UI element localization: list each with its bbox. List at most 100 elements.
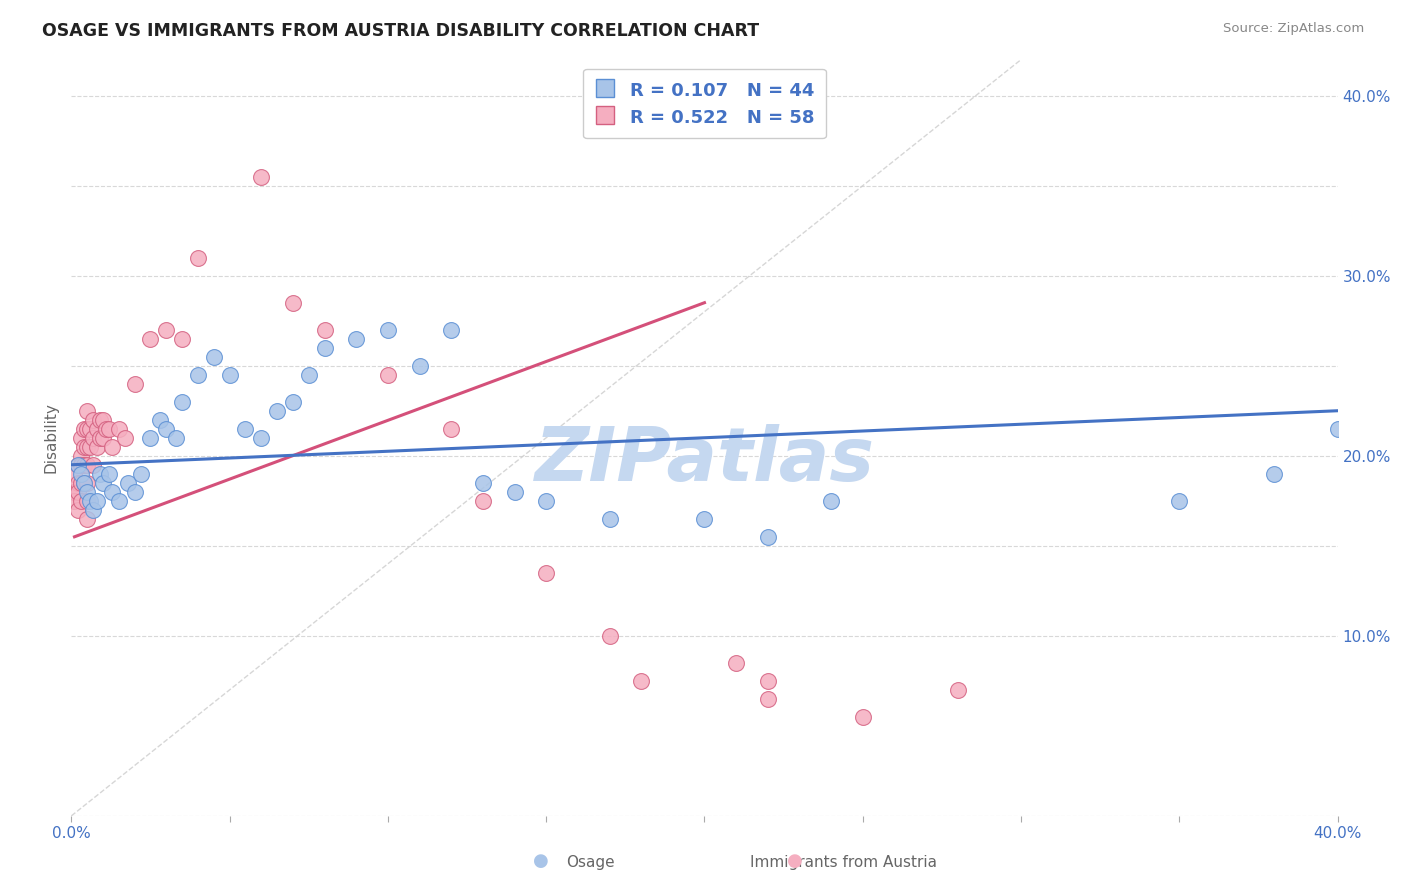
Point: [725, 656, 748, 670]
Text: ●: ●: [786, 852, 803, 870]
Point: [124, 484, 146, 499]
Point: [314, 323, 336, 337]
Point: [129, 467, 152, 481]
Text: Osage: Osage: [567, 855, 614, 870]
Point: [165, 431, 187, 445]
Point: [82, 413, 104, 427]
Point: [69, 458, 91, 472]
Point: [377, 368, 399, 382]
Point: [235, 422, 257, 436]
Point: [852, 710, 875, 724]
Text: ZIPatlas: ZIPatlas: [534, 424, 875, 497]
Point: [82, 503, 104, 517]
Point: [471, 475, 494, 490]
Point: [69, 467, 91, 481]
Point: [314, 341, 336, 355]
Point: [69, 475, 91, 490]
Point: [281, 394, 304, 409]
Point: [172, 332, 194, 346]
Point: [86, 422, 108, 436]
Point: [89, 413, 111, 427]
Point: [76, 475, 98, 490]
Point: [66, 503, 89, 517]
Legend: R = 0.107   N = 44, R = 0.522   N = 58: R = 0.107 N = 44, R = 0.522 N = 58: [583, 69, 825, 138]
Text: OSAGE VS IMMIGRANTS FROM AUSTRIA DISABILITY CORRELATION CHART: OSAGE VS IMMIGRANTS FROM AUSTRIA DISABIL…: [42, 22, 759, 40]
Point: [298, 368, 321, 382]
Point: [440, 323, 463, 337]
Point: [76, 512, 98, 526]
Point: [1263, 467, 1285, 481]
Point: [599, 629, 621, 643]
Point: [86, 493, 108, 508]
Point: [73, 475, 96, 490]
Point: [408, 359, 430, 373]
Point: [440, 422, 463, 436]
Point: [76, 440, 98, 454]
Point: [76, 403, 98, 417]
Point: [139, 332, 162, 346]
Point: [250, 169, 273, 184]
Point: [63, 484, 86, 499]
Point: [534, 493, 557, 508]
Point: [187, 251, 209, 265]
Point: [187, 368, 209, 382]
Point: [155, 422, 177, 436]
Text: Source: ZipAtlas.com: Source: ZipAtlas.com: [1223, 22, 1364, 36]
Point: [218, 368, 240, 382]
Point: [86, 440, 108, 454]
Point: [82, 431, 104, 445]
Point: [79, 440, 101, 454]
Point: [756, 530, 779, 544]
Point: [250, 431, 273, 445]
Point: [756, 691, 779, 706]
Point: [94, 422, 117, 436]
Point: [91, 475, 114, 490]
Point: [1326, 422, 1348, 436]
Point: [344, 332, 367, 346]
Point: [82, 458, 104, 472]
Point: [266, 403, 288, 417]
Text: ●: ●: [533, 852, 550, 870]
Point: [91, 413, 114, 427]
Point: [98, 467, 121, 481]
Point: [693, 512, 716, 526]
Point: [91, 431, 114, 445]
Point: [69, 449, 91, 463]
Y-axis label: Disability: Disability: [44, 402, 58, 473]
Point: [124, 376, 146, 391]
Point: [471, 493, 494, 508]
Point: [155, 323, 177, 337]
Point: [149, 413, 172, 427]
Point: [820, 493, 842, 508]
Point: [281, 295, 304, 310]
Point: [79, 422, 101, 436]
Point: [89, 467, 111, 481]
Point: [1389, 422, 1406, 436]
Point: [66, 475, 89, 490]
Point: [377, 323, 399, 337]
Point: [114, 431, 136, 445]
Point: [946, 682, 969, 697]
Point: [73, 475, 96, 490]
Point: [101, 484, 124, 499]
Point: [63, 493, 86, 508]
Point: [534, 566, 557, 580]
Point: [69, 493, 91, 508]
Point: [76, 458, 98, 472]
Point: [98, 422, 121, 436]
Text: Immigrants from Austria: Immigrants from Austria: [749, 855, 938, 870]
Point: [69, 431, 91, 445]
Point: [76, 422, 98, 436]
Point: [66, 484, 89, 499]
Point: [76, 493, 98, 508]
Point: [107, 422, 129, 436]
Point: [117, 475, 139, 490]
Point: [107, 493, 129, 508]
Point: [1168, 493, 1191, 508]
Point: [63, 467, 86, 481]
Point: [599, 512, 621, 526]
Point: [76, 484, 98, 499]
Point: [101, 440, 124, 454]
Point: [139, 431, 162, 445]
Point: [503, 484, 526, 499]
